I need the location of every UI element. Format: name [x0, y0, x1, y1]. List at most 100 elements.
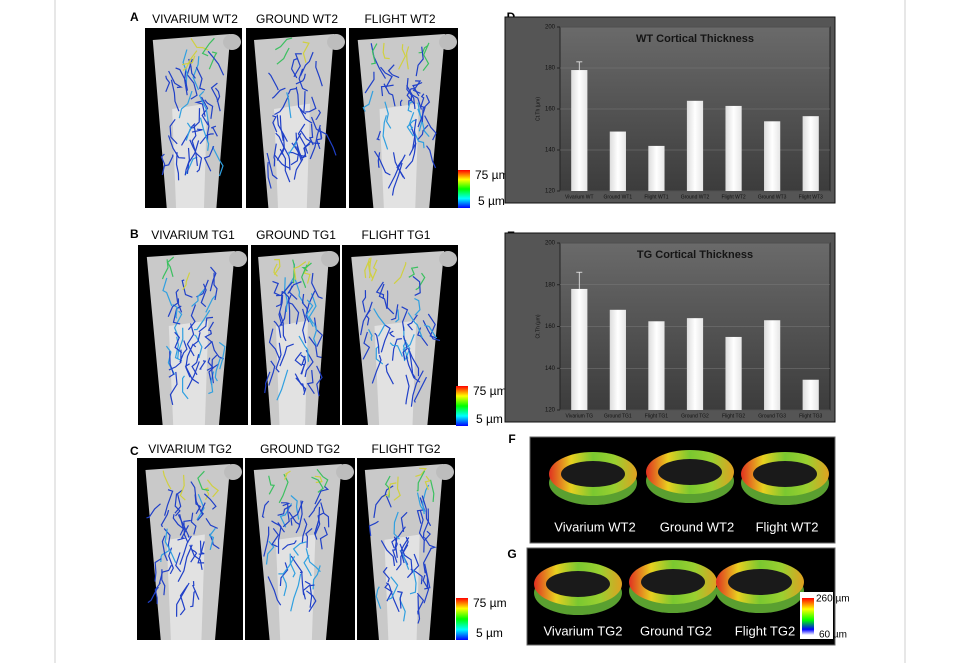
panel-letter: G — [507, 547, 516, 561]
trabecula — [186, 140, 200, 174]
trabecula — [365, 309, 371, 326]
trabecula — [405, 374, 410, 405]
trabecula — [287, 86, 298, 95]
trabecula — [282, 575, 288, 597]
trabecula — [276, 47, 290, 65]
trabecula — [182, 272, 191, 291]
trabecula — [408, 118, 417, 156]
trabecula — [375, 586, 382, 609]
trabecula — [271, 520, 285, 533]
chart-title: WT Cortical Thickness — [636, 33, 754, 45]
trabecula — [385, 363, 394, 385]
trabecula — [186, 58, 193, 77]
trabecula — [415, 272, 426, 291]
trabecula — [397, 590, 403, 609]
bar — [648, 321, 665, 410]
bone-cap — [327, 34, 345, 50]
trabecula — [387, 154, 406, 189]
x-tick-label: Flight TG2 — [722, 413, 745, 419]
trabecula — [301, 571, 306, 596]
trabecula — [167, 135, 186, 159]
panel-letter: C — [130, 444, 139, 458]
scale-label: 5 µm — [476, 626, 503, 640]
trabecula — [174, 331, 183, 354]
trabecula — [423, 536, 437, 550]
trabecula — [314, 506, 321, 540]
trabecula — [315, 109, 322, 121]
trabecula — [206, 121, 210, 142]
trabecula — [154, 582, 161, 605]
trabecula — [386, 290, 395, 315]
ring-label: Flight TG2 — [735, 623, 795, 638]
trabecula — [290, 573, 302, 612]
trabecula — [426, 145, 437, 169]
trabecula — [161, 259, 169, 280]
trabecula — [274, 37, 293, 51]
bone-cap — [439, 34, 457, 50]
trabecula — [416, 492, 426, 512]
trabecula — [371, 355, 382, 384]
bone-cap — [321, 251, 339, 267]
trabecula — [182, 49, 188, 86]
trabecula — [377, 152, 381, 168]
trabecula — [184, 67, 188, 96]
trabecula — [186, 323, 195, 357]
trabecula — [309, 124, 314, 146]
trabecula — [402, 335, 408, 360]
trabecula — [200, 96, 209, 126]
trabecula — [311, 272, 323, 299]
trabecula — [204, 99, 214, 119]
trabecula — [424, 324, 438, 339]
bar — [725, 105, 742, 191]
bar — [648, 145, 665, 191]
trabecula — [273, 143, 277, 167]
trabecula — [276, 133, 285, 161]
bone-cap — [436, 464, 454, 480]
trabecula — [413, 376, 428, 403]
trabecula — [278, 556, 296, 575]
trabecula — [416, 592, 425, 615]
trabecula — [418, 44, 429, 54]
trabecula — [190, 481, 203, 515]
trabecula — [293, 132, 307, 158]
trabecula — [168, 349, 182, 371]
y-tick-label: 140 — [545, 148, 556, 154]
ring-label: Ground TG2 — [640, 623, 712, 638]
scale-label: 260 µm — [816, 594, 850, 605]
trabecula — [183, 519, 191, 544]
trabecula — [175, 289, 183, 313]
trabecula — [192, 56, 200, 91]
trabecula — [174, 493, 181, 517]
trabecula — [417, 124, 429, 141]
ring-hole — [561, 461, 625, 487]
trabecula — [362, 90, 374, 112]
trabecula — [214, 357, 222, 382]
trabecula — [211, 341, 225, 360]
scale-label: 5 µm — [478, 194, 505, 208]
panel-title: VIVARIUM WT2 — [152, 12, 238, 26]
trabecula — [417, 595, 421, 624]
trabecula — [288, 302, 300, 325]
y-tick-label: 180 — [545, 66, 556, 72]
bone-cavity — [374, 320, 417, 425]
trabecula — [277, 504, 292, 516]
y-tick-label: 160 — [545, 107, 556, 113]
color-scale — [802, 598, 814, 635]
trabecula — [298, 68, 308, 92]
trabecula — [406, 553, 420, 579]
trabecula — [295, 500, 303, 534]
trabecula — [272, 280, 281, 296]
trabecula — [199, 360, 207, 370]
trabecula — [268, 360, 276, 386]
x-tick-label: Flight WT2 — [721, 194, 745, 200]
trabecula — [207, 50, 225, 76]
bone-cavity — [275, 320, 308, 425]
trabecula — [408, 266, 419, 278]
bar — [571, 70, 588, 191]
trabecula — [387, 64, 400, 79]
trabecula — [316, 365, 323, 397]
trabecula — [179, 535, 192, 565]
panel-title: GROUND WT2 — [256, 12, 338, 26]
trabecula — [373, 493, 387, 518]
ring-label: Vivarium WT2 — [554, 519, 635, 534]
